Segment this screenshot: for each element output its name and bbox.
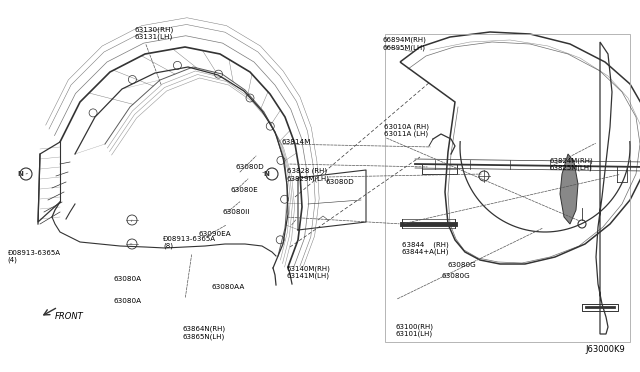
Text: 63864N(RH)
63865N(LH): 63864N(RH) 63865N(LH) (182, 326, 225, 340)
Text: Ð08913-6365A
(8): Ð08913-6365A (8) (163, 236, 216, 249)
Text: 63100(RH)
63101(LH): 63100(RH) 63101(LH) (396, 323, 433, 337)
Text: 63140M(RH)
63141M(LH): 63140M(RH) 63141M(LH) (287, 265, 331, 279)
Text: 63080G: 63080G (442, 273, 470, 279)
Text: 63828 (RH)
63829M(LH): 63828 (RH) 63829M(LH) (287, 168, 330, 182)
Text: Ð08913-6365A
(4): Ð08913-6365A (4) (8, 250, 61, 263)
Text: 63130(RH)
63131(LH): 63130(RH) 63131(LH) (134, 26, 173, 41)
Text: 63080A: 63080A (114, 276, 142, 282)
Text: 63844    (RH)
63844+A(LH): 63844 (RH) 63844+A(LH) (402, 241, 449, 256)
Text: 66894M(RH)
66895M(LH): 66894M(RH) 66895M(LH) (383, 37, 427, 51)
Text: N: N (17, 171, 23, 177)
Text: FRONT: FRONT (54, 312, 83, 321)
Text: 63090EA: 63090EA (198, 231, 231, 237)
Text: 63080D: 63080D (236, 164, 264, 170)
Text: 63080AA: 63080AA (211, 284, 244, 290)
Text: 63814M: 63814M (282, 139, 311, 145)
Text: 63080E: 63080E (230, 187, 258, 193)
Text: 63080A: 63080A (114, 298, 142, 304)
Text: 63824M(RH)
63825M(LH): 63824M(RH) 63825M(LH) (549, 157, 593, 171)
Text: N: N (263, 171, 269, 177)
Text: 63080II: 63080II (223, 209, 250, 215)
Text: 63010A (RH)
63011A (LH): 63010A (RH) 63011A (LH) (384, 123, 429, 137)
Text: 63080G: 63080G (448, 262, 477, 268)
Polygon shape (560, 154, 578, 224)
Text: 63080D: 63080D (325, 179, 354, 185)
Text: J63000K9: J63000K9 (585, 345, 625, 354)
